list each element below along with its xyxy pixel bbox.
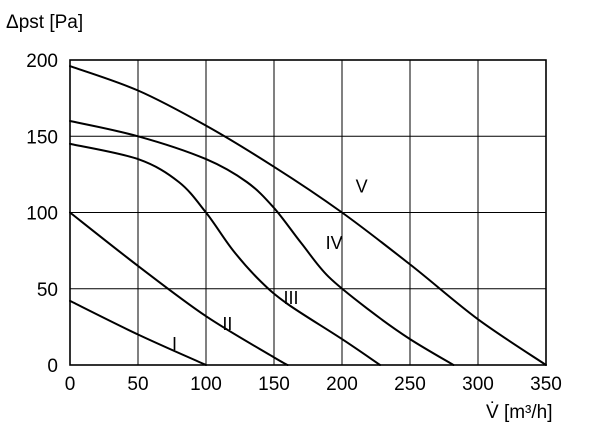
y-tick-label: 50 (37, 280, 58, 301)
y-tick-label: 0 (47, 356, 58, 377)
x-tick-label: 350 (530, 374, 562, 395)
curve-label-v: V (356, 177, 368, 197)
y-tick-labels: 0 50 100 150 200 (26, 51, 58, 377)
x-axis-title: V̇ [m³/h] (486, 402, 553, 423)
curve-i (69, 299, 207, 366)
y-tick-label: 200 (26, 51, 58, 72)
y-axis-title: Δpst [Pa] (6, 12, 83, 33)
x-tick-label: 0 (65, 374, 76, 395)
curve-iii (69, 142, 382, 366)
x-tick-label: 300 (462, 374, 494, 395)
x-tick-label: 50 (127, 374, 148, 395)
curve-iv (69, 120, 455, 366)
x-tick-label: 250 (394, 374, 426, 395)
grid (70, 60, 546, 365)
x-tick-label: 150 (258, 374, 290, 395)
curves (69, 65, 547, 366)
x-tick-label: 200 (326, 374, 358, 395)
curve-label-i: I (172, 334, 177, 354)
curve-label-iii: III (284, 288, 299, 308)
curve-v (69, 65, 547, 366)
x-tick-label: 100 (190, 374, 222, 395)
y-tick-label: 150 (26, 127, 58, 148)
curve-label-iv: IV (326, 233, 343, 253)
y-tick-label: 100 (26, 204, 58, 225)
curve-label-ii: II (222, 314, 232, 334)
x-tick-labels: 0 50 100 150 200 250 300 350 (65, 374, 562, 395)
curve-ii (69, 211, 289, 366)
